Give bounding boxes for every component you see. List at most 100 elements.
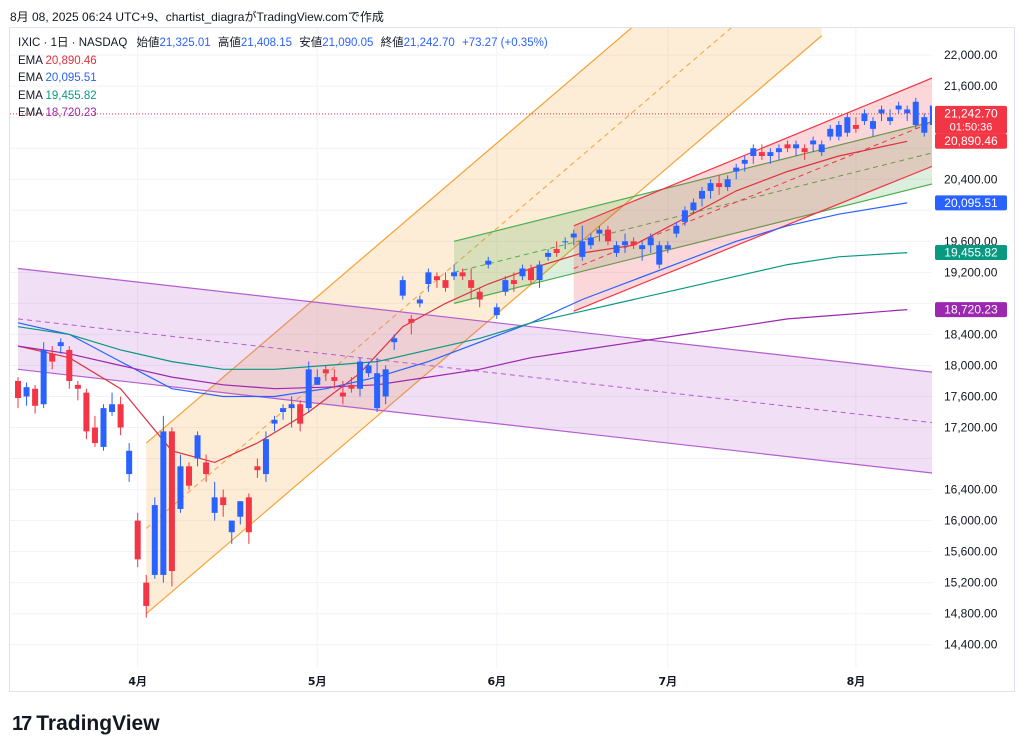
candle	[194, 431, 201, 467]
candle-body	[109, 404, 116, 412]
candle	[220, 489, 227, 517]
candle	[365, 361, 372, 378]
legend-ema-1[interactable]: EMA 20,890.46	[18, 53, 548, 71]
candle-body	[622, 241, 629, 246]
candle	[442, 272, 449, 292]
candle-body	[220, 497, 227, 506]
ema-label: EMA	[18, 72, 43, 84]
price-label-box	[935, 245, 1007, 261]
candle-body	[245, 497, 252, 533]
candle	[40, 342, 47, 409]
candle-body	[331, 377, 338, 381]
candle	[305, 361, 312, 412]
candle	[100, 404, 107, 451]
candle-body	[271, 419, 278, 424]
change-value: +73.27 (+0.35%)	[461, 37, 548, 49]
candle	[228, 520, 235, 544]
candle-body	[775, 148, 782, 153]
candle-body	[604, 229, 611, 242]
candle	[74, 380, 81, 401]
candle	[801, 144, 808, 160]
y-tick-label: 15,200.00	[944, 576, 998, 590]
candle-body	[374, 373, 381, 409]
y-tick-label: 19,600.00	[944, 234, 998, 248]
candle-body	[929, 105, 932, 125]
candle	[493, 303, 500, 319]
candle-body	[784, 144, 791, 149]
candle-body	[117, 404, 124, 428]
candle	[280, 404, 287, 420]
candle	[870, 117, 876, 137]
candle	[374, 357, 381, 412]
candle-body	[519, 268, 526, 277]
candle-body	[921, 117, 928, 133]
candle-body	[280, 408, 287, 412]
candle-body	[468, 280, 475, 288]
candle-body	[57, 342, 64, 347]
candle	[288, 396, 295, 428]
symbol-label: IXIC · 1日 · NASDAQ	[18, 37, 128, 49]
tradingview-brand: 17 TradingView	[12, 712, 160, 736]
candle	[399, 276, 406, 300]
y-tick-label: 17,600.00	[944, 389, 998, 403]
candle-body	[305, 369, 312, 409]
candle-body	[459, 272, 466, 277]
candle	[168, 427, 175, 587]
ema-line-4	[17, 309, 908, 390]
legend-ema-2[interactable]: EMA 20,095.51	[18, 70, 548, 88]
candle-body	[100, 408, 107, 447]
candle-body	[177, 466, 184, 509]
candle-body	[15, 380, 21, 399]
candle-body	[912, 101, 919, 125]
candle	[57, 338, 64, 354]
channel-lower-line	[453, 183, 932, 304]
price-label-value: 21,242.70	[944, 106, 998, 120]
candle	[476, 287, 483, 308]
candle	[750, 144, 757, 164]
candle	[528, 264, 534, 284]
candle-body	[639, 245, 646, 250]
candle	[271, 415, 278, 432]
tradingview-logo-icon: 17	[12, 712, 32, 735]
y-tick-label: 17,200.00	[944, 421, 998, 435]
candle	[775, 144, 782, 160]
channel-lower-line	[145, 35, 823, 615]
candle	[835, 121, 842, 141]
candle-body	[596, 229, 603, 234]
candle	[810, 136, 817, 153]
candle	[784, 140, 791, 153]
channel-mid-line	[145, 28, 732, 529]
ema-value: 18,720.23	[45, 107, 97, 119]
candle-body	[502, 280, 509, 292]
channel-red	[573, 77, 932, 312]
candle-body	[143, 582, 150, 606]
candle-body	[553, 249, 560, 253]
candle	[339, 380, 346, 405]
y-tick-label: 16,400.00	[944, 483, 998, 497]
candle	[724, 175, 731, 191]
legend-ema-4[interactable]: EMA 18,720.23	[18, 105, 548, 123]
candle-body	[23, 387, 30, 397]
legend-ema-3[interactable]: EMA 19,455.82	[18, 88, 548, 106]
candle	[49, 346, 56, 370]
candle	[502, 276, 509, 296]
candle	[733, 163, 740, 180]
candle-body	[365, 365, 372, 374]
candle-body	[673, 225, 680, 234]
candle-body	[254, 466, 261, 471]
candle	[904, 105, 911, 122]
candle	[844, 113, 851, 137]
candle	[604, 225, 611, 246]
candle	[827, 124, 834, 141]
candle-body	[587, 237, 594, 246]
price-label-value: 19,455.82	[944, 246, 998, 260]
candle	[151, 497, 158, 579]
candle	[382, 365, 389, 405]
candle	[416, 295, 423, 308]
candle	[613, 241, 620, 257]
candle-body	[451, 272, 458, 277]
candle	[767, 148, 774, 164]
candle-body	[895, 105, 902, 110]
candle-body	[613, 245, 620, 253]
